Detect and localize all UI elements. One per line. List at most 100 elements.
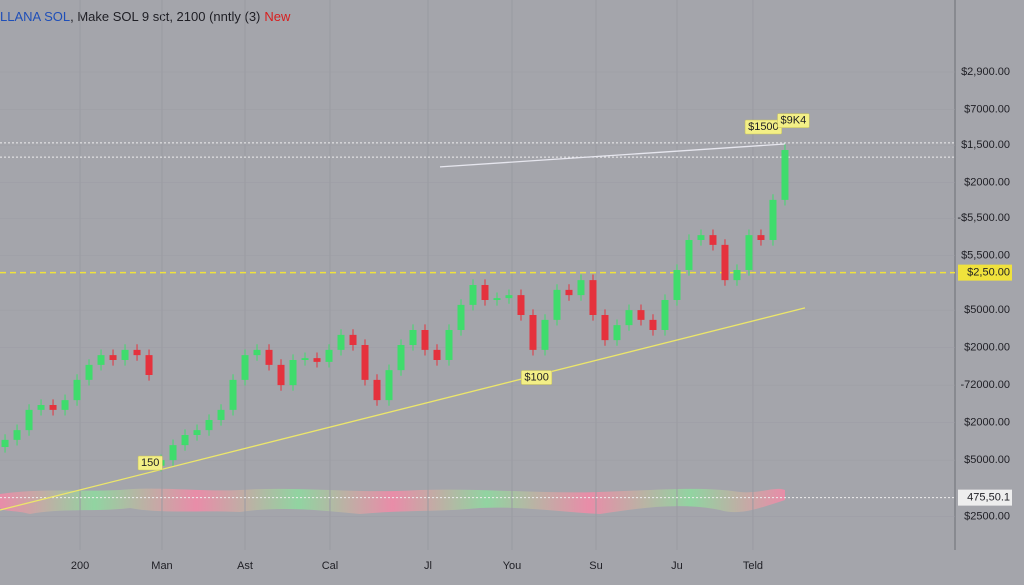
candle-body [205, 420, 213, 431]
price-label: $2,50.00 [967, 267, 1010, 279]
candle-body [709, 235, 717, 245]
price-label-box [958, 489, 1012, 506]
candle-body [337, 334, 345, 350]
candle-body [673, 270, 681, 300]
symbol: LLANA SOL [0, 9, 70, 24]
candle-body [757, 235, 765, 240]
y-tick-label: $2,900.00 [961, 66, 1010, 78]
annotation: $9K4 [781, 115, 807, 127]
candle-body [649, 319, 657, 330]
candle-body [745, 235, 753, 270]
oscillator-band [0, 488, 785, 514]
y-tick-label: $5000.00 [964, 304, 1010, 316]
x-tick-label: Ast [237, 560, 253, 572]
candle-body [409, 330, 417, 345]
y-tick-label: -$5,500.00 [957, 212, 1010, 224]
candle-body [277, 364, 285, 386]
candle-body [589, 280, 597, 315]
candle-body [265, 349, 273, 365]
candle-body [685, 240, 693, 270]
candle-body [697, 235, 705, 240]
candle-body [397, 345, 405, 371]
candle-body [49, 405, 57, 410]
price-label: 475,50.1 [967, 492, 1010, 504]
candle-body [781, 150, 789, 200]
candle-body [73, 379, 81, 401]
x-tick-label: 200 [71, 560, 89, 572]
annotation: 150 [141, 457, 159, 469]
candle-body [481, 285, 489, 300]
y-tick-label: $2000.00 [964, 417, 1010, 429]
candle-body [37, 405, 45, 410]
candle-body [109, 355, 117, 360]
candle-body [469, 285, 477, 305]
candle-body [721, 244, 729, 281]
header-text: , Make SOL 9 sct, 2100 (nntly (3) [70, 9, 260, 24]
candle-body [613, 325, 621, 341]
candle-body [373, 379, 381, 401]
candle-body [541, 319, 549, 350]
candle-body [505, 295, 513, 299]
header: LLANA SOL, Make SOL 9 sct, 2100 (nntly (… [0, 9, 291, 24]
x-tick-label: Ju [671, 560, 683, 572]
annotation-box [777, 113, 810, 128]
candle-body [361, 345, 369, 380]
candle-body [421, 330, 429, 350]
candle-body [349, 334, 357, 345]
candle-body [13, 430, 21, 440]
candle-body [313, 358, 321, 362]
candle-body [577, 280, 585, 296]
annotation: $100 [524, 372, 548, 384]
y-tick-label: $7000.00 [964, 103, 1010, 115]
candle-body [325, 349, 333, 362]
y-tick-label: $5000.00 [964, 454, 1010, 466]
candle-body [25, 409, 33, 431]
candle-body [181, 435, 189, 446]
x-tick-label: Jl [424, 560, 432, 572]
trend-line [0, 307, 806, 511]
y-tick-label: $5,500.00 [961, 250, 1010, 262]
x-tick-label: Su [589, 560, 602, 572]
candle-body [553, 289, 561, 320]
y-tick-label: -72000.00 [960, 379, 1010, 391]
candle-body [289, 360, 297, 386]
candle-body [433, 349, 441, 360]
badge: New [264, 9, 291, 24]
candle-body [241, 355, 249, 380]
candle-body [193, 430, 201, 435]
y-tick-label: $2000.00 [964, 342, 1010, 354]
trend-line [439, 143, 786, 168]
x-tick-label: Teld [743, 560, 763, 572]
candle-body [625, 310, 633, 326]
annotation: $1500 [748, 121, 779, 133]
candle-body [601, 315, 609, 341]
candle-body [253, 349, 261, 356]
annotation-box [137, 455, 163, 471]
candle-body [121, 349, 129, 360]
candle-body [169, 445, 177, 461]
price-label-box [958, 264, 1012, 281]
candle-body [85, 364, 93, 380]
candle-body [445, 330, 453, 360]
candle-body [385, 370, 393, 401]
candle-body [565, 289, 573, 296]
candle-body [493, 298, 501, 300]
candle-body [457, 304, 465, 330]
candle-body [769, 199, 777, 240]
x-tick-label: Cal [322, 560, 339, 572]
y-tick-label: $2000.00 [964, 177, 1010, 189]
candle-body [529, 315, 537, 350]
candle-body [229, 379, 237, 410]
candle-body [517, 295, 525, 315]
y-tick-label: $1,500.00 [961, 139, 1010, 151]
y-tick-label: $2500.00 [964, 510, 1010, 522]
candle-body [217, 409, 225, 420]
candle-body [301, 358, 309, 360]
x-tick-label: You [503, 560, 522, 572]
candle-body [733, 270, 741, 281]
annotation-box [521, 370, 553, 385]
candle-body [661, 300, 669, 330]
candle-body [1, 439, 9, 447]
